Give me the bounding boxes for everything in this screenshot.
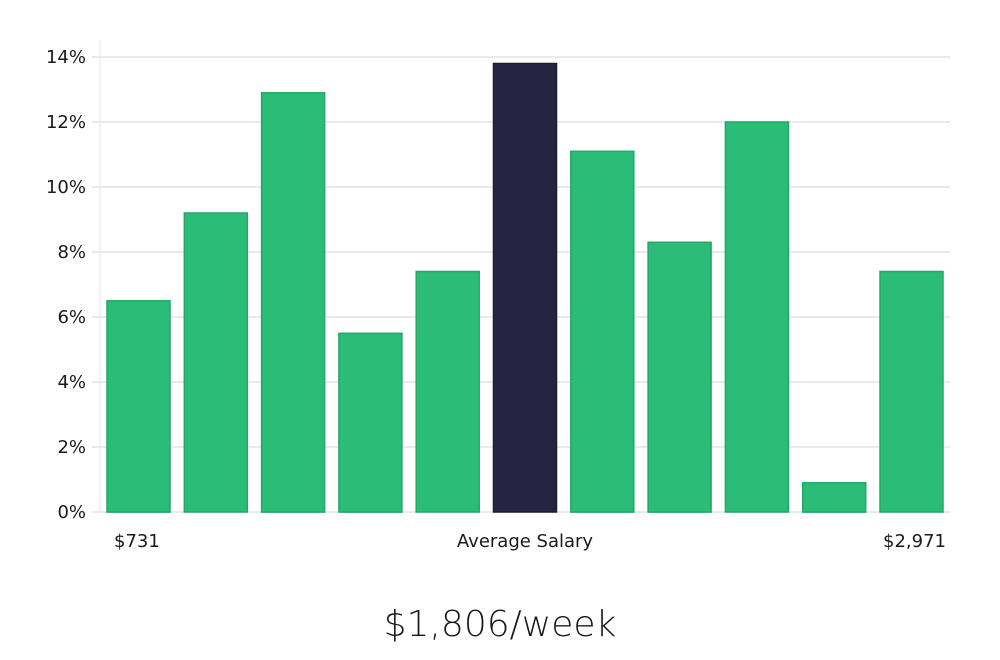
bar	[570, 150, 635, 513]
y-tick-label: 2%	[57, 437, 86, 458]
bar	[724, 121, 790, 513]
y-tick-label: 12%	[46, 112, 86, 133]
x-label-min: $731	[114, 531, 160, 552]
bar-average-highlight	[492, 62, 558, 513]
y-tick-label: 10%	[46, 177, 86, 198]
y-tick-label: 8%	[57, 242, 86, 263]
y-axis-ticks: 0% 2% 4% 6% 8% 10% 12% 14%	[46, 47, 86, 523]
bar	[879, 270, 944, 513]
y-tick-label: 14%	[46, 47, 86, 68]
bar	[647, 241, 712, 513]
bars	[106, 62, 944, 513]
salary-histogram: 0% 2% 4% 6% 8% 10% 12% 14% $731 Average Salary …	[46, 40, 950, 645]
x-label-max: $2,971	[883, 531, 946, 552]
bar	[260, 92, 326, 513]
bar	[801, 482, 867, 513]
bar	[183, 212, 249, 513]
bar	[415, 270, 480, 513]
x-label-average: Average Salary	[457, 531, 594, 552]
chart-svg: 0% 2% 4% 6% 8% 10% 12% 14% $731 Average Salary …	[46, 40, 950, 552]
x-axis-labels: $731 Average Salary $2,971	[114, 531, 946, 552]
y-tick-label: 6%	[57, 307, 86, 328]
bar	[338, 332, 403, 513]
bar	[106, 300, 171, 513]
y-tick-label: 4%	[57, 372, 86, 393]
average-weekly-salary: $1,806/week	[383, 604, 617, 645]
y-tick-label: 0%	[57, 502, 86, 523]
